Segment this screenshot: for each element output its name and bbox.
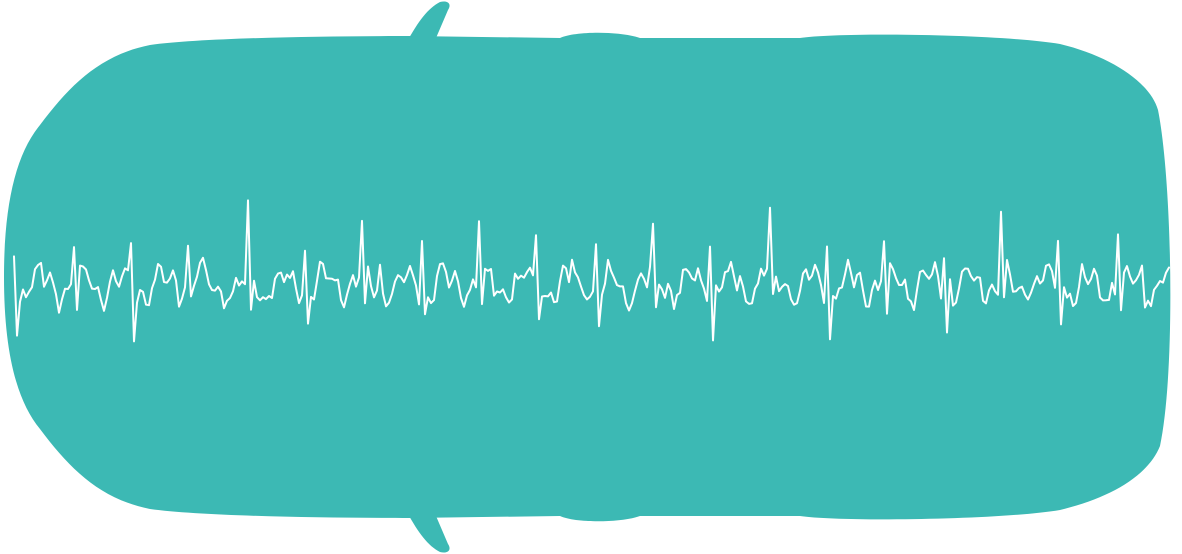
car-body: [4, 32, 1171, 522]
left-mirror-top: [408, 1, 450, 41]
left-mirror-bottom: [408, 514, 450, 553]
audio-waveform-line: [13, 199, 1170, 343]
